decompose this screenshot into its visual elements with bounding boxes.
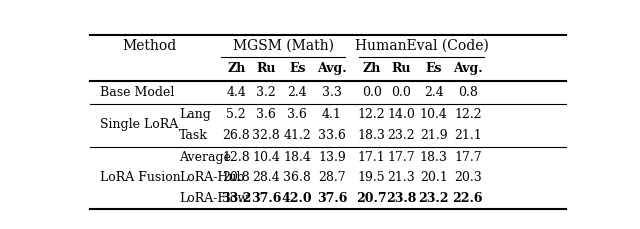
Text: 3.2: 3.2 <box>256 86 276 99</box>
Text: 23.2: 23.2 <box>419 192 449 205</box>
Text: 4.1: 4.1 <box>322 108 342 121</box>
Text: 41.2: 41.2 <box>284 129 311 142</box>
Text: 3.6: 3.6 <box>287 108 307 121</box>
Text: 37.6: 37.6 <box>317 192 347 205</box>
Text: 4.4: 4.4 <box>227 86 246 99</box>
Text: 0.0: 0.0 <box>362 86 381 99</box>
Text: 20.7: 20.7 <box>356 192 387 205</box>
Text: Es: Es <box>289 63 305 75</box>
Text: 28.4: 28.4 <box>252 172 280 185</box>
Text: 23.2: 23.2 <box>388 129 415 142</box>
Text: 26.8: 26.8 <box>222 129 250 142</box>
Text: 12.2: 12.2 <box>454 108 482 121</box>
Text: Es: Es <box>426 63 442 75</box>
Text: 19.5: 19.5 <box>358 172 385 185</box>
Text: Task: Task <box>179 129 208 142</box>
Text: 18.4: 18.4 <box>284 151 311 164</box>
Text: 21.1: 21.1 <box>454 129 482 142</box>
Text: 17.7: 17.7 <box>388 151 415 164</box>
Text: 17.1: 17.1 <box>358 151 385 164</box>
Text: 17.7: 17.7 <box>454 151 482 164</box>
Text: HumanEval (Code): HumanEval (Code) <box>355 39 488 53</box>
Text: 10.4: 10.4 <box>252 151 280 164</box>
Text: Base Model: Base Model <box>100 86 174 99</box>
Text: 0.0: 0.0 <box>392 86 412 99</box>
Text: 21.9: 21.9 <box>420 129 447 142</box>
Text: 10.4: 10.4 <box>420 108 447 121</box>
Text: Zh: Zh <box>227 63 245 75</box>
Text: 23.8: 23.8 <box>386 192 417 205</box>
Text: 20.1: 20.1 <box>420 172 447 185</box>
Text: Avg.: Avg. <box>317 63 347 75</box>
Text: 14.0: 14.0 <box>387 108 415 121</box>
Text: 5.2: 5.2 <box>227 108 246 121</box>
Text: Zh: Zh <box>362 63 381 75</box>
Text: LoRA-Hub: LoRA-Hub <box>179 172 244 185</box>
Text: MGSM (Math): MGSM (Math) <box>233 39 334 53</box>
Text: 0.8: 0.8 <box>458 86 478 99</box>
Text: Single LoRA: Single LoRA <box>100 118 178 131</box>
Text: 18.3: 18.3 <box>358 129 385 142</box>
Text: Average: Average <box>179 151 231 164</box>
Text: Avg.: Avg. <box>453 63 483 75</box>
Text: 21.3: 21.3 <box>388 172 415 185</box>
Text: Ru: Ru <box>392 63 411 75</box>
Text: 32.8: 32.8 <box>252 129 280 142</box>
Text: 18.3: 18.3 <box>420 151 447 164</box>
Text: 3.6: 3.6 <box>256 108 276 121</box>
Text: 12.8: 12.8 <box>222 151 250 164</box>
Text: Lang: Lang <box>179 108 211 121</box>
Text: 12.2: 12.2 <box>358 108 385 121</box>
Text: 13.9: 13.9 <box>318 151 346 164</box>
Text: 20.3: 20.3 <box>454 172 482 185</box>
Text: 37.6: 37.6 <box>251 192 281 205</box>
Text: Ru: Ru <box>256 63 276 75</box>
Text: 36.8: 36.8 <box>284 172 311 185</box>
Text: 33.6: 33.6 <box>318 129 346 142</box>
Text: 3.3: 3.3 <box>322 86 342 99</box>
Text: 42.0: 42.0 <box>282 192 312 205</box>
Text: 2.4: 2.4 <box>424 86 444 99</box>
Text: 20.8: 20.8 <box>222 172 250 185</box>
Text: 33.2: 33.2 <box>221 192 252 205</box>
Text: 22.6: 22.6 <box>452 192 483 205</box>
Text: Method: Method <box>122 39 177 53</box>
Text: LoRA-Flow: LoRA-Flow <box>179 192 248 205</box>
Text: LoRA Fusion: LoRA Fusion <box>100 172 180 185</box>
Text: 28.7: 28.7 <box>318 172 346 185</box>
Text: 2.4: 2.4 <box>287 86 307 99</box>
